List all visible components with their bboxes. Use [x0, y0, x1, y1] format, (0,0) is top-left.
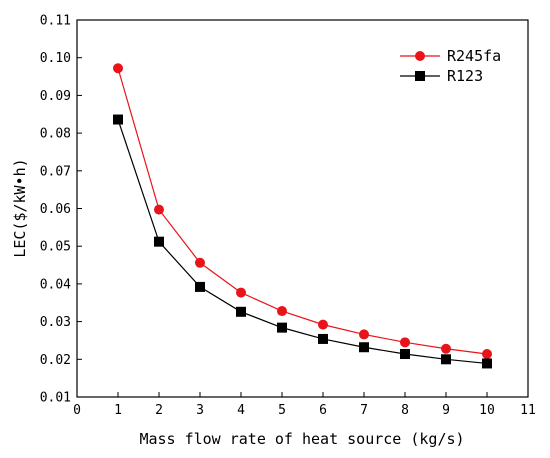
- data-point-r123: [482, 358, 492, 369]
- legend-marker-r123: [415, 71, 425, 81]
- data-point-r245fa: [400, 337, 410, 348]
- series-line-r123: [117, 119, 488, 365]
- x-axis-ticks: 0 1 2 3 4 5 6 7 8 9 10 11: [73, 392, 536, 418]
- x-tick-label: 2: [155, 403, 163, 418]
- x-tick-label: 9: [442, 403, 450, 418]
- data-point-r245fa: [359, 329, 369, 340]
- data-point-r123: [277, 322, 287, 333]
- y-tick-label: 0.10: [40, 51, 71, 66]
- data-point-r245fa: [482, 349, 492, 360]
- data-point-r123: [236, 306, 246, 317]
- legend: R245fa R123: [400, 47, 501, 85]
- y-tick-label: 0.01: [40, 391, 71, 406]
- data-point-r123: [195, 281, 205, 292]
- x-tick-label: 5: [278, 403, 286, 418]
- y-tick-label: 0.06: [40, 202, 71, 217]
- y-tick-label: 0.08: [40, 127, 71, 142]
- data-point-r245fa: [277, 306, 287, 317]
- y-tick-label: 0.07: [40, 164, 71, 179]
- data-point-r123: [113, 114, 123, 125]
- x-axis-title: Mass flow rate of heat source (kg/s): [139, 430, 464, 448]
- data-point-r245fa: [236, 287, 246, 298]
- legend-label-r123: R123: [447, 67, 483, 85]
- x-tick-label: 3: [196, 403, 204, 418]
- y-tick-label: 0.03: [40, 315, 71, 330]
- data-point-r123: [318, 333, 328, 344]
- legend-marker-r245fa: [415, 51, 425, 61]
- data-point-r123: [400, 349, 410, 360]
- y-tick-label: 0.11: [40, 14, 71, 29]
- data-point-r245fa: [154, 204, 164, 215]
- y-axis-title: LEC($/kW•h): [11, 158, 29, 257]
- data-point-r245fa: [318, 319, 328, 330]
- data-point-r245fa: [195, 257, 205, 268]
- data-point-r123: [359, 342, 369, 353]
- data-point-r245fa: [441, 343, 451, 354]
- x-tick-label: 1: [114, 403, 122, 418]
- y-tick-label: 0.02: [40, 353, 71, 368]
- x-tick-label: 7: [360, 403, 368, 418]
- data-point-r123: [441, 354, 451, 365]
- data-point-r245fa: [113, 63, 123, 74]
- y-tick-label: 0.04: [40, 277, 71, 292]
- x-tick-label: 11: [520, 403, 536, 418]
- x-tick-label: 10: [479, 403, 495, 418]
- data-point-r123: [154, 236, 164, 247]
- x-tick-label: 6: [319, 403, 327, 418]
- x-tick-label: 0: [73, 403, 81, 418]
- y-axis-ticks: 0.01 0.02 0.03 0.04 0.05 0.06 0.07 0.08 0.09 0.10…: [40, 14, 82, 406]
- x-tick-label: 4: [237, 403, 245, 418]
- y-tick-label: 0.09: [40, 89, 71, 104]
- x-tick-label: 8: [401, 403, 409, 418]
- legend-label-r245fa: R245fa: [447, 47, 501, 65]
- y-tick-label: 0.05: [40, 240, 71, 255]
- series-layer: [113, 63, 492, 369]
- series-line-r245fa: [117, 68, 488, 355]
